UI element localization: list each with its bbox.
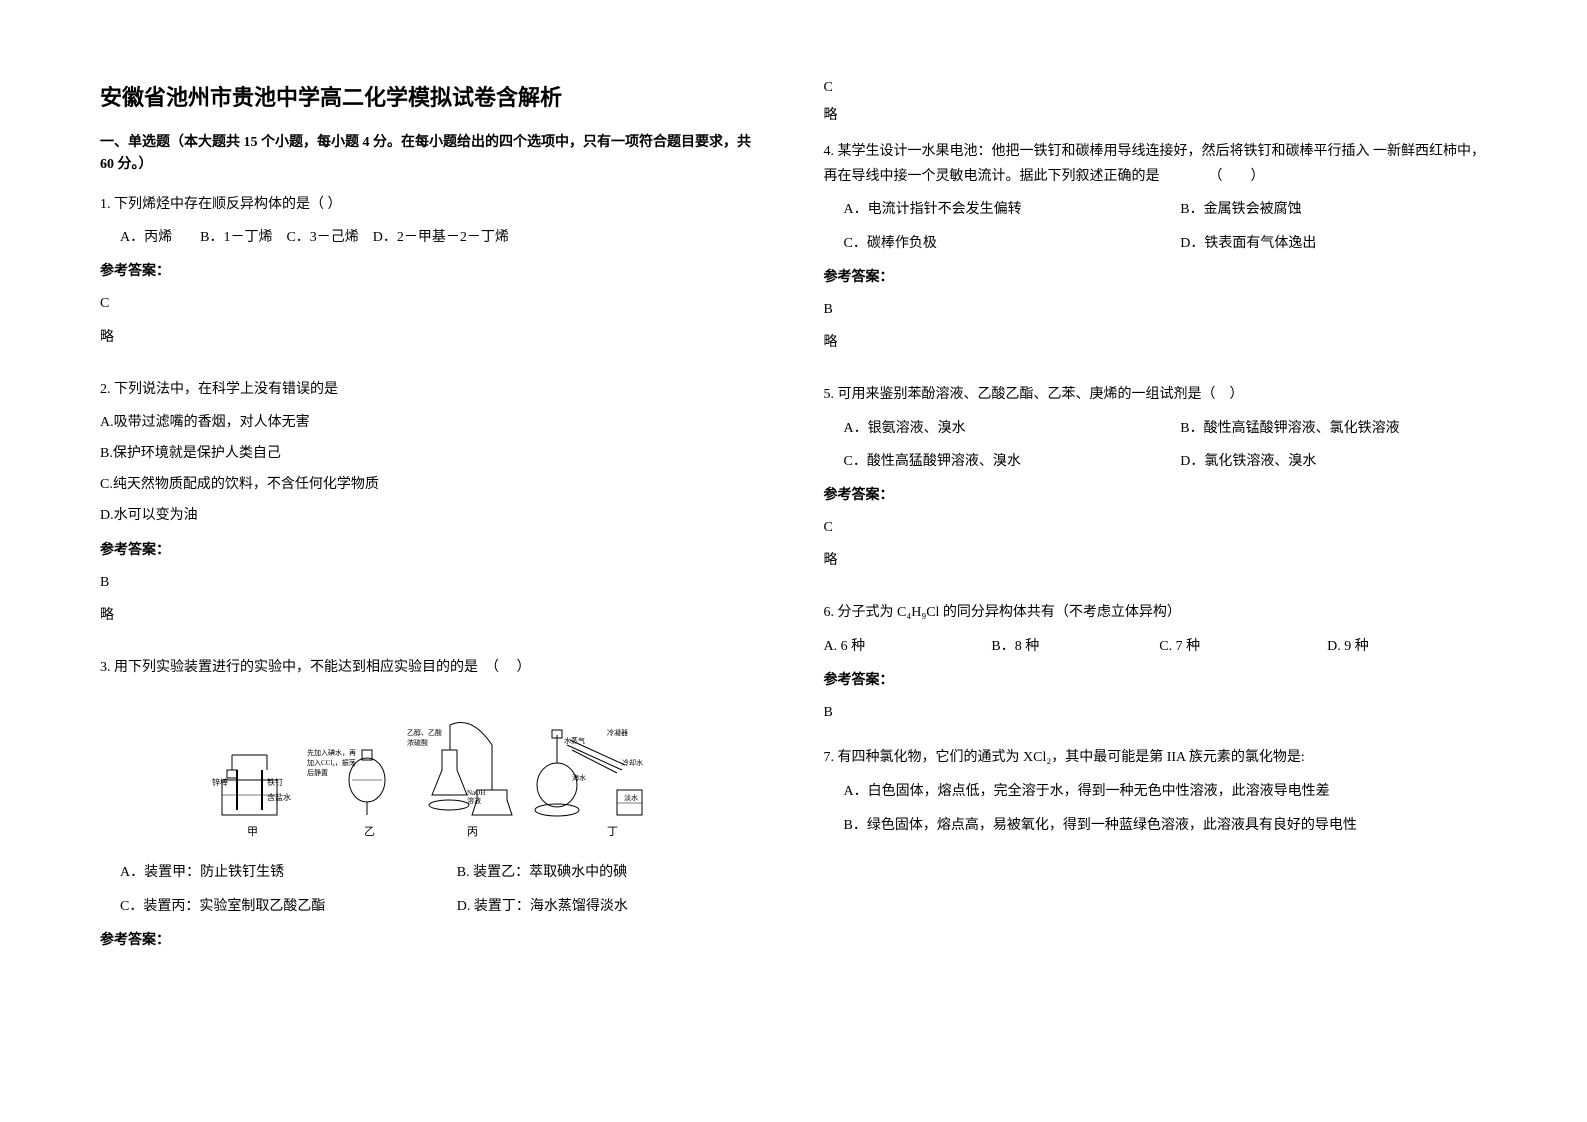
q2-text: 2. 下列说法中，在科学上没有错误的是 — [100, 377, 764, 402]
q1-answer: C — [100, 291, 764, 316]
q6-optD: D. 9 种 — [1327, 634, 1487, 659]
q2-optA: A.吸带过滤嘴的香烟，对人体无害 — [100, 410, 764, 435]
label-acid-1: 乙醇、乙酸 — [407, 728, 442, 737]
q4-note: 略 — [824, 330, 1488, 355]
label-bing: 丙 — [467, 826, 478, 838]
q3-answer: C — [824, 80, 1488, 96]
label-cooling: 冷却水 — [622, 758, 643, 767]
label-iodine-1: 先加入碘水，再 — [307, 748, 356, 757]
question-2: 2. 下列说法中，在科学上没有错误的是 A.吸带过滤嘴的香烟，对人体无害 B.保… — [100, 377, 764, 644]
label-freshwater: 淡水 — [624, 793, 638, 802]
q2-answer: B — [100, 570, 764, 595]
q2-optC: C.纯天然物质配成的饮料，不含任何化学物质 — [100, 472, 764, 497]
question-6: 6. 分子式为 C₄H₉Cl 的同分异构体共有（不考虑立体异构） A. 6 种 … — [824, 600, 1488, 733]
q5-answer-label: 参考答案： — [824, 482, 1488, 507]
q7-optB: B．绿色固体，熔点高，易被氧化，得到一种蓝绿色溶液，此溶液具有良好的导电性 — [844, 812, 1488, 840]
q6-optB: B．8 种 — [991, 634, 1151, 659]
q3-optC: C．装置丙：实验室制取乙酸乙酯 — [120, 894, 427, 919]
q3-diagram-container: 锌棒 铁钉 含盐水 甲 先加入碘水，再 加入CCl₄，振荡 后静置 乙 — [100, 695, 764, 845]
right-column: C 略 4. 某学生设计一水果电池：他把一铁钉和碳棒用导线连接好，然后将铁钉和碳… — [824, 80, 1488, 1042]
apparatus-bing: 乙醇、乙酸 浓硫酸 NaOH 溶液 丙 — [407, 723, 512, 839]
q1-options: A．丙烯 B．1－丁烯 C．3－己烯 D．2－甲基－2－丁烯 — [120, 225, 764, 250]
q7-text: 7. 有四种氯化物，它们的通式为 XCl₂，其中最可能是第 IIA 族元素的氯化… — [824, 745, 1488, 770]
q4-options-row2: C．碳棒作负极 D．铁表面有气体逸出 — [844, 231, 1488, 256]
q2-note: 略 — [100, 603, 764, 628]
apparatus-yi: 先加入碘水，再 加入CCl₄，振荡 后静置 乙 — [307, 748, 385, 838]
question-4: 4. 某学生设计一水果电池：他把一铁钉和碳棒用导线连接好，然后将铁钉和碳棒平行插… — [824, 139, 1488, 370]
label-yi: 乙 — [364, 825, 375, 838]
q6-answer-label: 参考答案： — [824, 667, 1488, 692]
label-acid-2: 浓硫酸 — [407, 738, 428, 747]
left-column: 安徽省池州市贵池中学高二化学模拟试卷含解析 一、单选题（本大题共 15 个小题，… — [100, 80, 764, 1042]
question-5: 5. 可用来鉴别苯酚溶液、乙酸乙酯、乙苯、庚烯的一组试剂是（ ） A．银氨溶液、… — [824, 382, 1488, 588]
q5-options: A．银氨溶液、溴水 B．酸性高锰酸钾溶液、氯化铁溶液 C．酸性高猛酸钾溶液、溴水… — [844, 416, 1488, 474]
question-7: 7. 有四种氯化物，它们的通式为 XCl₂，其中最可能是第 IIA 族元素的氯化… — [824, 745, 1488, 846]
label-iron: 铁钉 — [267, 777, 283, 787]
q4-optB: B．金属铁会被腐蚀 — [1180, 197, 1487, 222]
q4-answer: B — [824, 297, 1488, 322]
q3-options: A．装置甲：防止铁钉生锈 B. 装置乙：萃取碘水中的碘 C．装置丙：实验室制取乙… — [120, 860, 764, 918]
q2-answer-label: 参考答案： — [100, 537, 764, 562]
q6-options: A. 6 种 B．8 种 C. 7 种 D. 9 种 — [824, 634, 1488, 659]
q3-answer-label: 参考答案： — [100, 927, 764, 952]
q1-text: 1. 下列烯烃中存在顺反异构体的是（ ） — [100, 192, 764, 217]
label-naoh-1: NaOH — [467, 789, 485, 797]
label-ding: 丁 — [607, 826, 618, 838]
label-jia: 甲 — [247, 826, 258, 838]
q6-answer: B — [824, 700, 1488, 725]
q3-text: 3. 用下列实验装置进行的实验中，不能达到相应实验目的的是 （ ） — [100, 655, 764, 680]
label-iodine-3: 后静置 — [307, 768, 328, 777]
label-zinc: 锌棒 — [212, 777, 228, 787]
q5-optC: C．酸性高猛酸钾溶液、溴水 — [844, 449, 1151, 474]
q2-optB: B.保护环境就是保护人类自己 — [100, 441, 764, 466]
q5-answer: C — [824, 515, 1488, 540]
q3-note: 略 — [824, 104, 1488, 124]
q4-optC: C．碳棒作负极 — [844, 231, 1151, 256]
q4-optA: A．电流计指针不会发生偏转 — [844, 197, 1151, 222]
q5-optA: A．银氨溶液、溴水 — [844, 416, 1151, 441]
label-condenser: 冷凝器 — [607, 728, 628, 737]
label-steam: 水蒸气 — [564, 736, 585, 745]
experiment-diagram: 锌棒 铁钉 含盐水 甲 先加入碘水，再 加入CCl₄，振荡 后静置 乙 — [212, 695, 652, 845]
document-title: 安徽省池州市贵池中学高二化学模拟试卷含解析 — [100, 80, 764, 112]
q6-optA: A. 6 种 — [824, 634, 984, 659]
q3-optB: B. 装置乙：萃取碘水中的碘 — [457, 860, 764, 885]
q5-optB: B．酸性高锰酸钾溶液、氯化铁溶液 — [1180, 416, 1487, 441]
question-3: 3. 用下列实验装置进行的实验中，不能达到相应实验目的的是 （ ） 锌棒 铁钉 … — [100, 655, 764, 960]
q4-optD: D．铁表面有气体逸出 — [1180, 231, 1487, 256]
q3-optA: A．装置甲：防止铁钉生锈 — [120, 860, 427, 885]
q1-answer-label: 参考答案： — [100, 258, 764, 283]
label-iodine-2: 加入CCl₄，振荡 — [307, 758, 356, 767]
q2-optD: D.水可以变为油 — [100, 503, 764, 528]
q1-note: 略 — [100, 325, 764, 350]
label-seawater: 海水 — [572, 773, 586, 782]
q4-options-row1: A．电流计指针不会发生偏转 B．金属铁会被腐蚀 — [844, 197, 1488, 222]
question-1: 1. 下列烯烃中存在顺反异构体的是（ ） A．丙烯 B．1－丁烯 C．3－己烯 … — [100, 192, 764, 365]
apparatus-jia: 锌棒 铁钉 含盐水 甲 — [212, 755, 291, 838]
apparatus-ding: 冷凝器 冷却水 海水 水蒸气 淡水 丁 — [535, 728, 643, 838]
q6-optC: C. 7 种 — [1159, 634, 1319, 659]
q7-optA: A．白色固体，熔点低，完全溶于水，得到一种无色中性溶液，此溶液导电性差 — [844, 778, 1488, 806]
section-header: 一、单选题（本大题共 15 个小题，每小题 4 分。在每小题给出的四个选项中，只… — [100, 132, 764, 177]
q3-optD: D. 装置丁：海水蒸馏得淡水 — [457, 894, 764, 919]
label-salt: 含盐水 — [267, 792, 291, 802]
q4-answer-label: 参考答案： — [824, 264, 1488, 289]
q5-text: 5. 可用来鉴别苯酚溶液、乙酸乙酯、乙苯、庚烯的一组试剂是（ ） — [824, 382, 1488, 407]
q5-note: 略 — [824, 548, 1488, 573]
q6-text: 6. 分子式为 C₄H₉Cl 的同分异构体共有（不考虑立体异构） — [824, 600, 1488, 625]
label-naoh-2: 溶液 — [467, 796, 481, 805]
q7-options: A．白色固体，熔点低，完全溶于水，得到一种无色中性溶液，此溶液导电性差 B．绿色… — [844, 778, 1488, 840]
q4-text: 4. 某学生设计一水果电池：他把一铁钉和碳棒用导线连接好，然后将铁钉和碳棒平行插… — [824, 139, 1488, 189]
q5-optD: D．氯化铁溶液、溴水 — [1180, 449, 1487, 474]
